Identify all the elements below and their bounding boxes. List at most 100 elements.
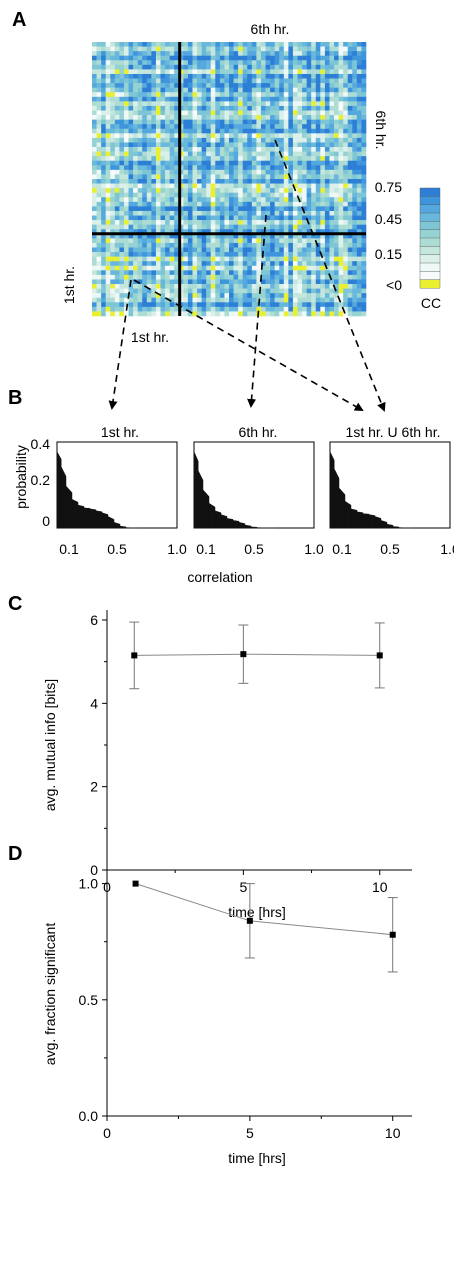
heatmap-cell (338, 128, 344, 134)
heatmap-cell (324, 124, 330, 130)
heatmap-cell (201, 270, 207, 276)
heatmap-cell (270, 265, 275, 271)
heatmap-cell (288, 215, 294, 221)
heatmap-cell (270, 128, 275, 134)
heatmap-cell (233, 297, 239, 303)
heatmap-cell (320, 311, 326, 317)
heatmap-cell (174, 142, 180, 148)
heatmap-cell (356, 73, 362, 79)
heatmap-cell (251, 233, 257, 239)
heatmap-cell (265, 311, 271, 317)
heatmap-cell (201, 128, 207, 134)
heatmap-cell (192, 302, 198, 308)
heatmap-cell (306, 87, 312, 93)
heatmap-cell (361, 229, 367, 235)
heatmap-cell (178, 42, 184, 47)
heatmap-cell (306, 115, 312, 120)
heatmap-cell (242, 147, 248, 152)
heatmap-cell (283, 201, 289, 207)
heatmap-cell (251, 210, 257, 216)
heatmap-cell (361, 142, 367, 148)
heatmap-cell (311, 201, 317, 207)
heatmap-cell (238, 279, 243, 285)
heatmap-cell (302, 302, 307, 308)
heatmap-cell (169, 128, 175, 134)
heatmap-cell (210, 151, 216, 157)
heatmap-cell (233, 101, 239, 107)
heatmap-cell (160, 229, 166, 235)
heatmap-cell (197, 188, 202, 193)
heatmap-cell (192, 252, 198, 257)
heatmap-cell (183, 279, 189, 285)
y-tick-label: 4 (90, 695, 98, 711)
heatmap-cell (206, 137, 212, 143)
heatmap-cell (119, 137, 125, 143)
heatmap-cell (92, 137, 97, 143)
heatmap-cell (324, 101, 330, 107)
heatmap-cell (320, 124, 326, 130)
heatmap-cell (183, 169, 189, 175)
heatmap-cell (256, 179, 262, 184)
heatmap-cell (297, 64, 303, 70)
heatmap-cell (352, 156, 358, 162)
heatmap-cell (288, 119, 294, 125)
heatmap-cell (169, 179, 175, 184)
heatmap-cell (155, 206, 161, 212)
heatmap-cell (206, 279, 212, 285)
heatmap-cell (315, 42, 321, 47)
heatmap-cell (169, 87, 175, 93)
heatmap-cell (114, 60, 120, 66)
heatmap-cell (183, 110, 189, 116)
heatmap-cell (306, 252, 312, 257)
heatmap-cell (256, 210, 262, 216)
heatmap-cell (329, 306, 335, 312)
heatmap-cell (169, 247, 175, 253)
heatmap-cell (92, 210, 97, 216)
heatmap-cell (347, 247, 353, 253)
heatmap-cell (165, 242, 170, 248)
heatmap-cell (105, 311, 111, 317)
heatmap-cell (329, 261, 335, 267)
heatmap-cell (242, 284, 248, 289)
heatmap-cell (123, 128, 129, 134)
heatmap-cell (192, 87, 198, 93)
heatmap-cell (306, 78, 312, 84)
heatmap-cell (210, 128, 216, 134)
heatmap-cell (128, 220, 134, 225)
heatmap-cell (96, 261, 102, 267)
heatmap-cell (206, 179, 212, 184)
heatmap-cell (274, 110, 280, 116)
heatmap-cell (274, 288, 280, 294)
heatmap-cell (288, 229, 294, 235)
heatmap-cell (288, 133, 294, 139)
heatmap-cell (302, 124, 307, 130)
heatmap-cell (105, 142, 111, 148)
heatmap-cell (133, 279, 138, 285)
heatmap-cell (142, 69, 148, 75)
heatmap-cell (242, 238, 248, 244)
heatmap-cell (288, 169, 294, 175)
heatmap-cell (324, 197, 330, 203)
heatmap-cell (233, 215, 239, 221)
heatmap-cell (110, 73, 116, 79)
heatmap-cell (242, 279, 248, 285)
heatmap-cell (283, 133, 289, 139)
heatmap-cell (119, 306, 125, 312)
heatmap-cell (238, 87, 243, 93)
heatmap-cell (187, 137, 193, 143)
colorbar-swatch (419, 246, 441, 256)
heatmap-cell (247, 119, 253, 125)
heatmap-cell (329, 101, 335, 107)
heatmap-cell (114, 238, 120, 244)
heatmap-cell (206, 42, 212, 47)
heatmap-cell (142, 238, 148, 244)
heatmap-cell (315, 160, 321, 166)
heatmap-cell (160, 210, 166, 216)
heatmap-cell (146, 64, 152, 70)
heatmap-cell (320, 210, 326, 216)
heatmap-cell (192, 233, 198, 239)
heatmap-cell (302, 229, 307, 235)
heatmap-cell (352, 183, 358, 189)
heatmap-cell (297, 60, 303, 66)
heatmap-cell (251, 69, 257, 75)
